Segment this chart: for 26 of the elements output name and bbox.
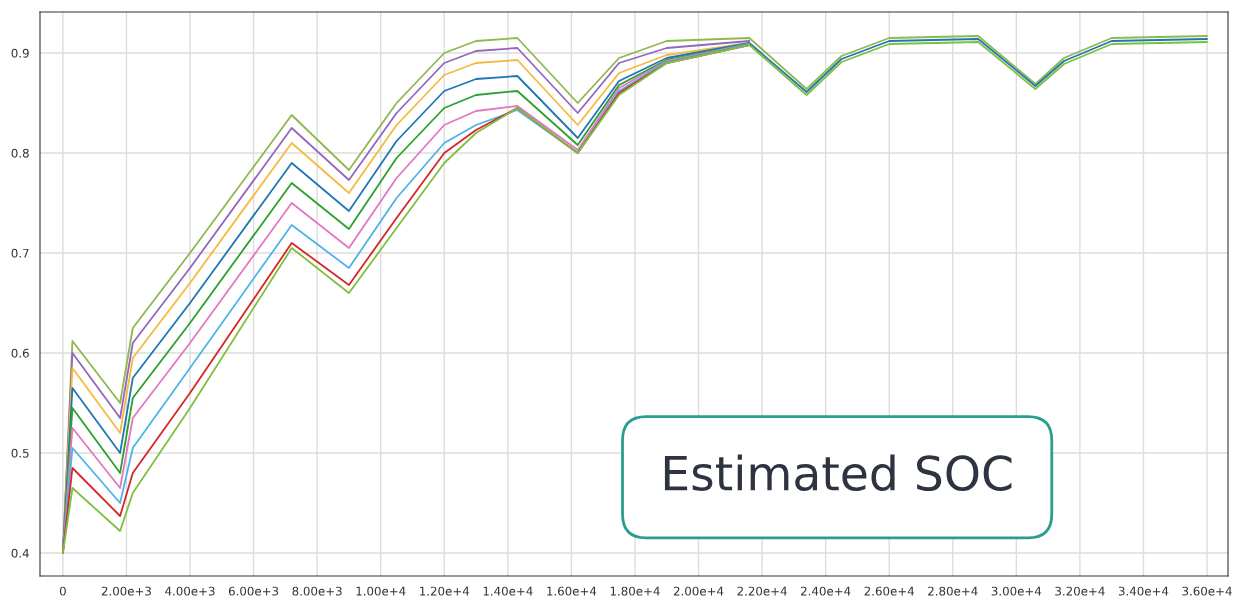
x-tick-label: 3.20e+4 [1055, 586, 1105, 596]
x-tick-label: 1.20e+4 [420, 586, 470, 596]
x-tick-label: 8.00e+3 [292, 586, 342, 596]
x-tick-label: 6.00e+3 [228, 586, 279, 596]
x-tick-label: 3.60e+4 [1182, 586, 1232, 596]
y-tick-label: 0.4 [11, 548, 29, 558]
y-tick-label: 0.8 [11, 148, 29, 158]
x-tick-label: 3.00e+4 [991, 586, 1042, 596]
x-tick-label: 2.00e+3 [101, 586, 151, 596]
x-tick-label: 2.80e+4 [928, 586, 978, 596]
x-tick-label: 1.80e+4 [610, 586, 660, 596]
x-tick-label: 0 [59, 586, 66, 596]
x-tick-label: 4.00e+3 [165, 586, 215, 596]
x-tick-label: 2.20e+4 [737, 586, 787, 596]
y-tick-label: 0.7 [11, 248, 29, 258]
x-tick-label: 1.60e+4 [547, 586, 597, 596]
y-tick-label: 0.5 [11, 448, 29, 458]
x-tick-label: 1.40e+4 [483, 586, 533, 596]
x-tick-label: 3.40e+4 [1118, 586, 1169, 596]
y-tick-label: 0.9 [11, 48, 29, 58]
x-tick-label: 2.40e+4 [801, 586, 851, 596]
x-tick-label: 1.00e+4 [356, 586, 406, 596]
y-tick-label: 0.6 [11, 348, 29, 358]
x-tick-label: 2.60e+4 [864, 586, 915, 596]
annotation: Estimated SOC [664, 454, 1012, 491]
x-tick-label: 2.00e+4 [673, 586, 724, 596]
